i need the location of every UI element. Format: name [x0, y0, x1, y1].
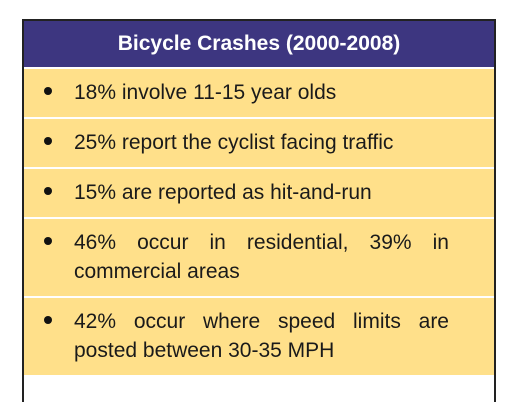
fact-box: Bicycle Crashes (2000-2008) 18% involve … — [22, 19, 496, 402]
item-text: 46% occur in residential, 39% in commerc… — [74, 231, 449, 283]
bullet — [44, 316, 52, 324]
header-title: Bicycle Crashes (2000-2008) — [24, 21, 494, 69]
item-row: 46% occur in residential, 39% in commerc… — [24, 219, 494, 298]
bullet — [44, 87, 52, 95]
bullet — [44, 137, 52, 145]
bullet — [44, 237, 52, 245]
item-text: 15% are reported as hit-and-run — [74, 181, 372, 204]
item-row: 18% involve 11-15 year olds — [24, 69, 494, 119]
bullet — [44, 187, 52, 195]
item-row: 25% report the cyclist facing traffic — [24, 119, 494, 169]
item-text: 42% occur where speed limits are posted … — [74, 310, 449, 362]
item-text: 18% involve 11-15 year olds — [74, 81, 337, 104]
item-row: 42% occur where speed limits are posted … — [24, 298, 494, 377]
item-row: 15% are reported as hit-and-run — [24, 169, 494, 219]
item-text: 25% report the cyclist facing traffic — [74, 131, 394, 154]
item-list: 18% involve 11-15 year olds 25% report th… — [24, 69, 494, 377]
